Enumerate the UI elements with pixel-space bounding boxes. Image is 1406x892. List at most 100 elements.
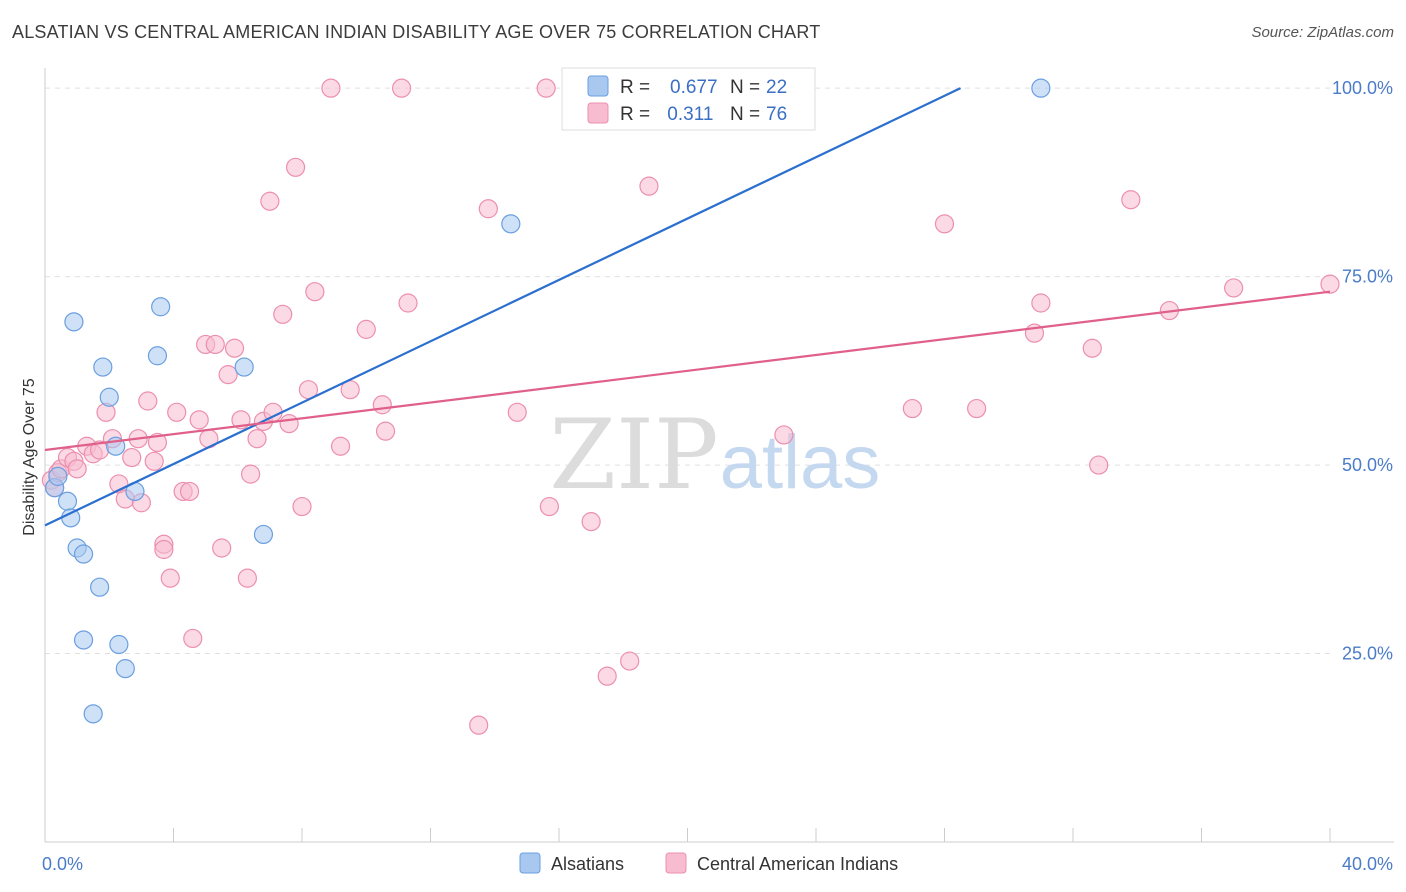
point-central-american-indians-42 (279, 414, 299, 434)
point-central-american-indians-19 (147, 432, 168, 453)
point-central-american-indians-36 (241, 464, 261, 484)
x-tick-labels: 0.0% 40.0% (42, 854, 1393, 874)
point-central-american-indians-52 (375, 421, 396, 441)
point-central-american-indians-32 (218, 365, 238, 385)
series-legend: Alsatians Central American Indians (519, 852, 898, 874)
bottom-legend-label-alsatians: Alsatians (551, 854, 624, 874)
point-alsatians-13 (109, 634, 129, 655)
point-central-american-indians-64 (774, 425, 794, 445)
point-alsatians-9 (90, 577, 110, 597)
point-central-american-indians-31 (212, 538, 232, 558)
point-central-american-indians-60 (581, 512, 601, 532)
point-alsatians-7 (73, 630, 94, 650)
series-alsatians-points (45, 78, 1051, 724)
grid-lines (45, 87, 1330, 655)
point-central-american-indians-14 (122, 447, 142, 468)
y-tick-label-3: 100.0% (1332, 78, 1393, 98)
point-alsatians-3 (61, 508, 81, 528)
point-central-american-indians-48 (330, 436, 351, 456)
point-central-american-indians-57 (507, 402, 527, 422)
x-tick-label-1: 40.0% (1342, 854, 1393, 874)
correlation-legend: R = 0.677 N = 22 R = 0.311 N = 76 (561, 67, 816, 131)
point-central-american-indians-37 (247, 429, 267, 449)
point-central-american-indians-75 (1320, 274, 1340, 294)
point-alsatians-21 (1031, 78, 1051, 98)
point-central-american-indians-58 (536, 78, 556, 98)
point-alsatians-14 (115, 659, 135, 679)
point-central-american-indians-17 (138, 391, 158, 411)
point-central-american-indians-46 (305, 282, 325, 302)
point-alsatians-19 (253, 524, 274, 545)
point-central-american-indians-66 (934, 214, 955, 234)
point-central-american-indians-70 (1082, 338, 1102, 358)
point-central-american-indians-50 (356, 319, 376, 339)
point-central-american-indians-56 (478, 199, 498, 219)
point-central-american-indians-43 (285, 157, 306, 177)
point-central-american-indians-72 (1121, 190, 1141, 210)
point-central-american-indians-41 (273, 304, 293, 324)
point-central-american-indians-63 (639, 176, 659, 196)
point-central-american-indians-39 (260, 191, 280, 211)
series-central-american-indians-points (41, 78, 1340, 735)
legend-r-value-central-american-indians: 0.311 (662, 104, 713, 125)
point-central-american-indians-47 (321, 78, 341, 98)
point-central-american-indians-6 (67, 459, 87, 479)
point-central-american-indians-18 (144, 451, 164, 471)
bottom-legend-label-central-american-indians: Central American Indians (697, 854, 898, 874)
point-central-american-indians-61 (597, 666, 617, 686)
legend-r-value-alsatians: 0.677 (670, 77, 718, 98)
legend-n-value-central-american-indians: 76 (766, 104, 787, 125)
trend-line-alsatians (44, 87, 962, 527)
point-central-american-indians-21 (154, 539, 174, 560)
legend-r-label-alsatians: R = (620, 77, 650, 98)
watermark-atlas: atlas (720, 420, 881, 505)
point-central-american-indians-62 (620, 651, 640, 671)
point-central-american-indians-25 (179, 481, 200, 502)
bottom-legend-swatch-central-american-indians (665, 852, 687, 874)
bottom-legend-swatch-alsatians (519, 852, 541, 874)
point-central-american-indians-51 (372, 395, 392, 415)
point-central-american-indians-55 (469, 715, 489, 735)
point-central-american-indians-26 (183, 628, 203, 649)
watermark-zip: ZIP (549, 399, 718, 511)
point-central-american-indians-22 (160, 568, 180, 588)
point-alsatians-1 (48, 466, 68, 486)
point-central-american-indians-69 (1031, 293, 1051, 313)
legend-n-value-alsatians: 22 (766, 77, 787, 98)
legend-r-label-central-american-indians: R = (620, 104, 650, 125)
y-tick-labels: 25.0% 50.0% 75.0% 100.0% (1332, 78, 1393, 663)
point-central-american-indians-71 (1089, 455, 1109, 475)
point-central-american-indians-74 (1224, 278, 1244, 298)
point-central-american-indians-35 (237, 568, 257, 588)
point-alsatians-17 (151, 297, 171, 317)
point-alsatians-8 (83, 704, 103, 724)
source-credit: Source: ZipAtlas.com (1251, 24, 1394, 41)
point-central-american-indians-59 (539, 496, 559, 517)
trend-lines (44, 87, 1331, 527)
point-alsatians-16 (147, 346, 168, 366)
point-alsatians-2 (57, 491, 78, 511)
point-central-american-indians-67 (967, 398, 987, 419)
y-axis-label: Disability Age Over 75 (21, 378, 38, 536)
point-central-american-indians-30 (205, 334, 225, 355)
trend-line-central-american-indians (44, 290, 1331, 452)
point-central-american-indians-44 (292, 496, 312, 517)
point-alsatians-6 (73, 544, 94, 564)
point-alsatians-4 (64, 312, 84, 332)
watermark: ZIP atlas (549, 399, 880, 511)
point-central-american-indians-65 (902, 398, 922, 419)
axes (44, 68, 1394, 843)
legend-swatch-central-american-indians (587, 102, 609, 124)
point-central-american-indians-33 (224, 338, 245, 358)
point-alsatians-10 (93, 357, 113, 377)
point-alsatians-18 (234, 357, 254, 377)
point-central-american-indians-54 (398, 293, 418, 313)
point-central-american-indians-23 (167, 402, 187, 422)
y-tick-label-0: 25.0% (1342, 644, 1393, 664)
y-tick-label-2: 75.0% (1342, 267, 1393, 287)
legend-n-label-central-american-indians: N = (730, 104, 760, 125)
y-tick-label-1: 50.0% (1342, 455, 1393, 475)
x-tick-label-0: 0.0% (42, 854, 83, 874)
chart-title: ALSATIAN VS CENTRAL AMERICAN INDIAN DISA… (12, 22, 821, 42)
